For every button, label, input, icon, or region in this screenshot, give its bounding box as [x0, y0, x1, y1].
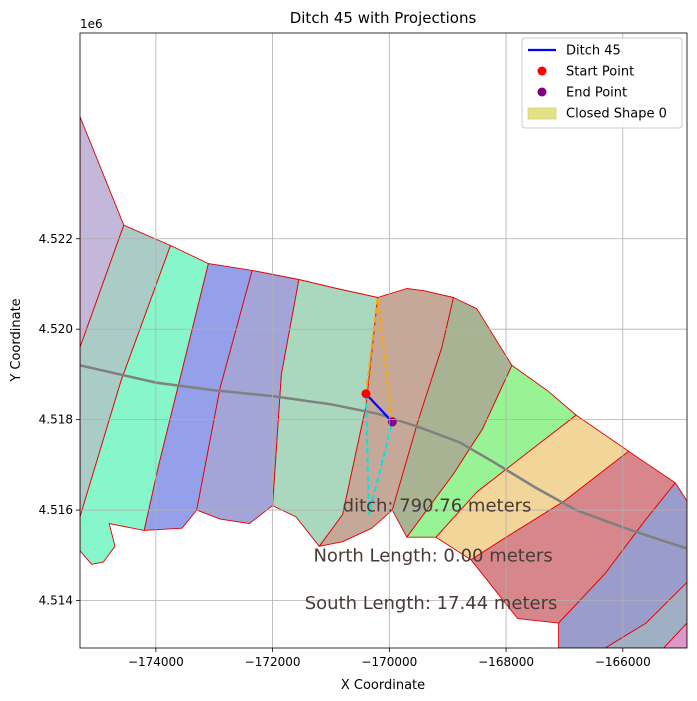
- axis-ticks: −174000 −172000 −170000 −168000 −166000 4.514…: [39, 232, 651, 669]
- region-12: [604, 581, 687, 648]
- x-tick-label: −170000: [361, 655, 417, 669]
- legend-label: Ditch 45: [566, 44, 621, 59]
- annotation-text: North Length: 0.00 meters: [313, 545, 552, 566]
- road-line: [80, 364, 687, 550]
- y-tick-label: 4.520: [39, 322, 73, 336]
- chart-title: Ditch 45 with Projections: [290, 9, 477, 27]
- grid: [80, 33, 687, 648]
- y-tick-label: 4.514: [39, 594, 73, 608]
- plot-frame: [79, 32, 688, 649]
- legend-box: [521, 37, 683, 129]
- legend-label: Closed Shape 0: [566, 107, 667, 122]
- legend: Ditch 45 Start Point End Point Closed Shape…: [521, 37, 683, 129]
- legend-swatch: [537, 87, 547, 97]
- legend-label: Start Point: [566, 65, 634, 80]
- plot-area: [80, 116, 687, 648]
- ditch-line: [365, 393, 394, 423]
- y-tick-label: 4.516: [39, 503, 73, 517]
- region-13: [663, 622, 687, 648]
- north-projection-line: [365, 297, 394, 423]
- annotation-text: ditch: 790.76 meters: [343, 496, 532, 517]
- x-axis-label: X Coordinate: [341, 678, 425, 693]
- legend-label: End Point: [566, 86, 627, 101]
- x-tick-label: −172000: [245, 655, 301, 669]
- y-axis-label: Y Coordinate: [9, 298, 24, 382]
- south-projection-line: [365, 393, 394, 515]
- x-tick-label: −168000: [478, 655, 534, 669]
- start-point-marker: [361, 389, 371, 399]
- legend-swatch: [527, 107, 557, 120]
- y-offset-label: 1e6: [80, 17, 103, 31]
- y-tick-label: 4.522: [39, 232, 73, 246]
- legend-swatch: [537, 66, 547, 76]
- y-tick-label: 4.518: [39, 413, 73, 427]
- annotation-text: South Length: 17.44 meters: [305, 593, 558, 614]
- annotations: ditch: 790.76 meters North Length: 0.00 m…: [305, 496, 558, 614]
- x-tick-label: −174000: [128, 655, 184, 669]
- x-tick-label: −166000: [595, 655, 651, 669]
